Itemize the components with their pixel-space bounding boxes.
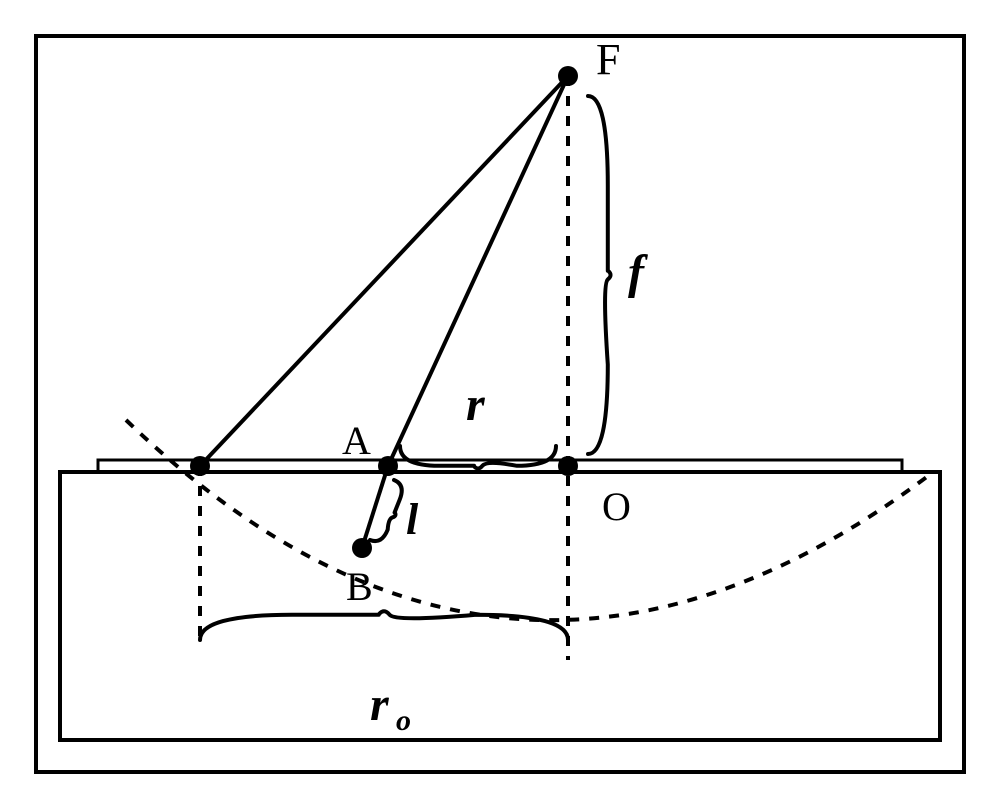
- label-r0-r: r: [370, 678, 390, 731]
- diagram-svg: F A O B f r l r o: [0, 0, 1000, 808]
- brace-f: [588, 96, 611, 454]
- label-r0-o: o: [396, 704, 411, 737]
- label-l-italic: l: [406, 495, 419, 544]
- label-F: F: [596, 35, 620, 84]
- brace-r: [400, 446, 556, 469]
- point-O: [558, 456, 578, 476]
- label-A: A: [342, 418, 371, 463]
- label-B: B: [346, 564, 373, 609]
- brace-r0: [200, 611, 568, 640]
- arc-dashed: [126, 420, 928, 620]
- line-FL: [200, 76, 568, 466]
- label-O: O: [602, 484, 631, 529]
- point-F: [558, 66, 578, 86]
- point-A: [378, 456, 398, 476]
- point-L: [190, 456, 210, 476]
- label-r-italic: r: [466, 378, 486, 431]
- label-f-italic: f: [628, 246, 648, 299]
- block-rect: [60, 472, 940, 740]
- point-B: [352, 538, 372, 558]
